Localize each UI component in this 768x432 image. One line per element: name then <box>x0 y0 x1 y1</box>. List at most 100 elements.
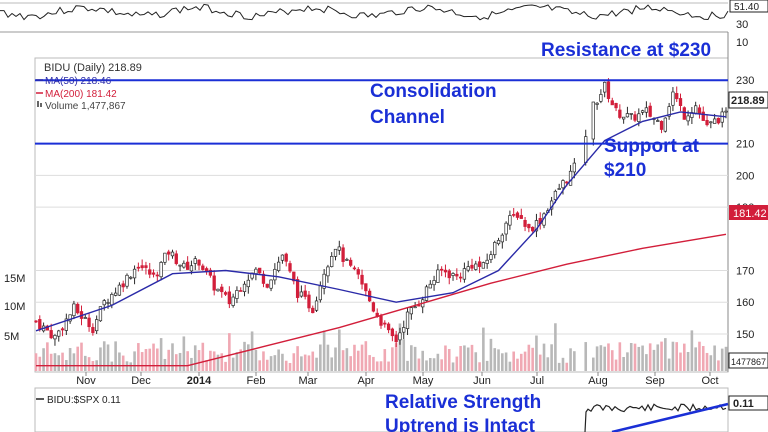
volume-bar <box>493 348 497 371</box>
candle-body <box>242 283 247 292</box>
candle-body <box>402 327 406 333</box>
volume-bar <box>656 344 660 371</box>
tick-10: 10 <box>736 37 748 49</box>
candle-body <box>352 267 357 270</box>
volume-bar <box>682 343 686 371</box>
candle-body <box>174 253 178 264</box>
candle-body <box>280 254 285 261</box>
top-indicator-panel: 30 51.40 <box>0 0 768 33</box>
volume-bar <box>368 355 371 371</box>
annotation-rs-line2: Uptrend is Intact <box>385 416 536 432</box>
volume-bar <box>372 356 375 371</box>
candle-body <box>295 279 300 298</box>
candle-body <box>57 330 61 337</box>
legend-volume: Volume 1,477,867 <box>45 101 126 112</box>
volume-bar <box>72 353 76 371</box>
volume-bar <box>595 346 599 371</box>
volume-bar <box>201 342 205 371</box>
volume-bar <box>527 344 531 371</box>
candle-body <box>364 283 368 292</box>
volume-bar <box>667 358 671 371</box>
candle-body <box>603 81 607 93</box>
x-tick-label: Oct <box>701 375 718 387</box>
candle-body <box>398 332 402 341</box>
volume-bar <box>573 351 576 371</box>
volume-bar <box>334 347 337 371</box>
volume-bar <box>428 357 432 371</box>
candle-body <box>239 290 243 292</box>
candle-body <box>485 259 489 264</box>
candle-body <box>371 302 376 312</box>
volume-bar <box>603 346 606 371</box>
candle-body <box>515 212 520 218</box>
x-tick-label: 2014 <box>187 375 212 387</box>
x-tick-label: Apr <box>357 375 374 387</box>
candle-body <box>49 330 53 339</box>
volume-bars <box>34 323 728 371</box>
annotation-channel-line1: Consolidation <box>370 81 497 102</box>
volume-bar <box>38 356 42 371</box>
candle-body <box>724 110 728 113</box>
candle-body <box>125 274 129 287</box>
candle-body <box>440 268 444 271</box>
volume-bar <box>512 351 515 371</box>
x-tick-label: Nov <box>76 375 96 387</box>
candle-body <box>451 273 455 276</box>
candle-body <box>599 94 603 102</box>
volume-bar <box>163 358 167 371</box>
volume-bar <box>387 361 390 371</box>
volume-bar <box>296 346 299 371</box>
legend-ma50: MA(50) 218.46 <box>45 76 112 87</box>
candle-body <box>38 319 42 330</box>
candle-body <box>258 267 262 274</box>
candle-body <box>356 269 360 275</box>
volume-bar <box>463 345 466 371</box>
candle-body <box>102 300 106 306</box>
candle-body <box>121 283 125 288</box>
volume-bar <box>83 355 87 371</box>
volume-bar <box>546 357 550 371</box>
x-axis: Nov Dec 2014 Feb Mar Apr May Jun Jul Aug Sep Oct <box>76 372 719 387</box>
candle-body <box>140 265 144 269</box>
candle-body <box>481 262 486 269</box>
x-tick-label: May <box>413 375 434 387</box>
volume-bar <box>652 349 656 371</box>
volume-bar <box>584 342 588 371</box>
ma200-line <box>36 233 727 367</box>
candle-body <box>686 115 690 122</box>
candle-body <box>428 283 432 289</box>
volume-bar <box>300 356 303 371</box>
candle-body <box>132 268 137 279</box>
y-tick-label: 160 <box>736 297 754 309</box>
volume-bar <box>326 344 330 371</box>
candle-body <box>584 136 588 163</box>
candle-body <box>663 117 667 132</box>
volume-bar <box>383 349 387 371</box>
candle-body <box>621 116 626 120</box>
volume-bar <box>319 344 322 371</box>
volume-bar <box>167 349 170 371</box>
volume-bar <box>459 346 462 371</box>
candle-body <box>292 271 296 282</box>
candle-body <box>477 261 482 267</box>
volume-bar <box>243 341 246 371</box>
candle-body <box>625 113 630 118</box>
candle-body <box>443 269 448 273</box>
candle-body <box>197 259 201 266</box>
candle-body <box>606 81 611 99</box>
candle-body <box>235 290 239 299</box>
candle-body <box>709 121 713 124</box>
volume-bar <box>80 342 83 371</box>
volume-bar <box>46 342 49 371</box>
volume-bar <box>542 343 546 371</box>
volume-bar <box>645 354 648 371</box>
volume-bar <box>341 350 345 371</box>
volume-bar <box>284 360 288 371</box>
candle-body <box>117 284 122 296</box>
candle-body <box>333 248 338 257</box>
volume-bar <box>254 349 258 371</box>
candle-body <box>254 268 258 274</box>
volume-bar <box>197 350 201 371</box>
candle-body <box>504 222 508 235</box>
candle-body <box>60 328 65 331</box>
